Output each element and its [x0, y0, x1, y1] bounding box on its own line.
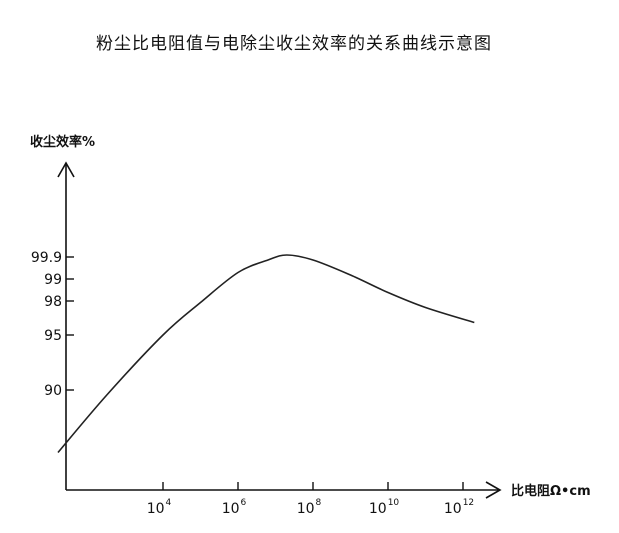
efficiency-curve	[57, 254, 475, 454]
x-axis	[66, 481, 502, 499]
x-tick-base: 10	[222, 501, 240, 517]
x-tick-exponent: 4	[166, 498, 172, 508]
x-tick-label: 106	[222, 498, 247, 517]
x-tick-exponent: 10	[388, 498, 400, 508]
x-tick-label: 104	[147, 498, 172, 517]
x-ticks: 104 106 108 1010 1012	[147, 482, 474, 517]
x-tick-label: 1012	[444, 498, 474, 517]
y-tick-label: 99.9	[31, 250, 62, 266]
x-tick-base: 10	[147, 501, 165, 517]
y-tick-label: 95	[44, 328, 62, 344]
x-tick-label: 1010	[369, 498, 400, 517]
x-tick-exponent: 12	[463, 498, 474, 508]
y-tick-label: 90	[44, 383, 62, 399]
y-tick-label: 99	[44, 272, 62, 288]
x-tick-exponent: 8	[316, 498, 322, 508]
x-tick-base: 10	[297, 501, 315, 517]
x-axis-label: 比电阻Ω•cm	[511, 483, 591, 499]
y-axis-arrow	[57, 161, 75, 178]
x-tick-exponent: 6	[241, 498, 247, 508]
chart-title: 粉尘比电阻值与电除尘收尘效率的关系曲线示意图	[96, 34, 492, 54]
x-tick-label: 108	[297, 498, 322, 517]
y-tick-label: 98	[44, 294, 62, 310]
series	[57, 254, 475, 454]
x-axis-arrow	[485, 481, 502, 499]
x-tick-base: 10	[444, 501, 462, 517]
y-axis	[57, 161, 75, 490]
x-tick-base: 10	[369, 501, 387, 517]
y-axis-label: 收尘效率%	[30, 134, 95, 150]
y-ticks: 99.9 99 98 95 90	[31, 250, 74, 399]
